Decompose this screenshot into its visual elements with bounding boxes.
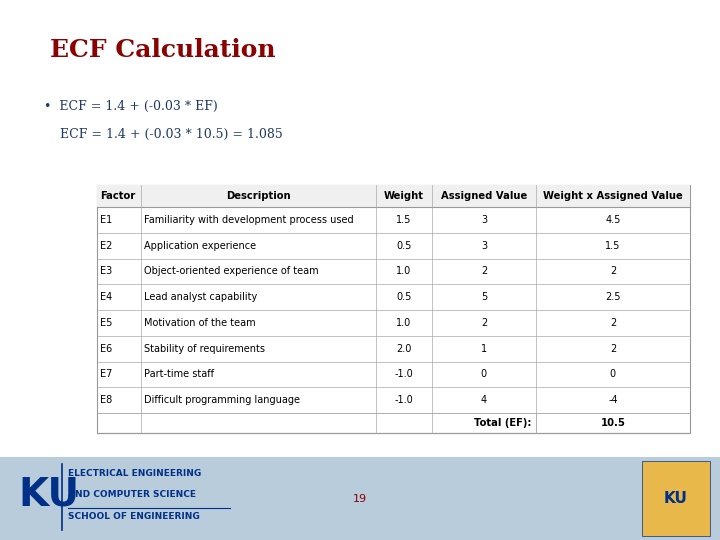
Text: Part-time staff: Part-time staff	[145, 369, 215, 380]
Text: Weight: Weight	[384, 191, 424, 201]
Text: KU: KU	[664, 491, 688, 506]
Text: Assigned Value: Assigned Value	[441, 191, 527, 201]
Text: 1: 1	[481, 343, 487, 354]
Text: 3: 3	[481, 215, 487, 225]
Bar	[642, 461, 710, 536]
Text: E5: E5	[100, 318, 112, 328]
Text: 4.5: 4.5	[606, 215, 621, 225]
Text: 2: 2	[610, 343, 616, 354]
Text: ECF = 1.4 + (-0.03 * 10.5) = 1.085: ECF = 1.4 + (-0.03 * 10.5) = 1.085	[44, 128, 283, 141]
Text: -1.0: -1.0	[395, 369, 413, 380]
Text: E1: E1	[100, 215, 112, 225]
Text: •  ECF = 1.4 + (-0.03 * EF): • ECF = 1.4 + (-0.03 * EF)	[44, 100, 217, 113]
Text: 2: 2	[610, 266, 616, 276]
Bar	[0, 457, 720, 540]
Text: 10.5: 10.5	[600, 418, 626, 428]
Text: 4: 4	[481, 395, 487, 405]
Text: ELECTRICAL ENGINEERING: ELECTRICAL ENGINEERING	[68, 469, 202, 478]
Text: E8: E8	[100, 395, 112, 405]
Text: 1.5: 1.5	[606, 241, 621, 251]
Text: Lead analyst capability: Lead analyst capability	[145, 292, 258, 302]
Text: 2.0: 2.0	[396, 343, 412, 354]
Text: Factor: Factor	[100, 191, 135, 201]
Bar	[97, 185, 690, 207]
Bar	[0, 0, 720, 457]
Text: 0.5: 0.5	[396, 241, 412, 251]
Text: AND COMPUTER SCIENCE: AND COMPUTER SCIENCE	[68, 490, 196, 499]
Text: 3: 3	[481, 241, 487, 251]
Text: Total (EF):: Total (EF):	[474, 418, 532, 428]
Text: E7: E7	[100, 369, 112, 380]
Text: 0: 0	[481, 369, 487, 380]
Text: Object-oriented experience of team: Object-oriented experience of team	[145, 266, 319, 276]
Text: 1.5: 1.5	[396, 215, 412, 225]
Text: 19: 19	[353, 494, 367, 503]
Text: Stability of requirements: Stability of requirements	[145, 343, 266, 354]
Text: Description: Description	[226, 191, 291, 201]
Text: ECF Calculation: ECF Calculation	[50, 38, 276, 62]
Text: KU: KU	[18, 475, 79, 514]
Text: -1.0: -1.0	[395, 395, 413, 405]
Bar	[97, 185, 690, 433]
Text: 2: 2	[610, 318, 616, 328]
Text: -4: -4	[608, 395, 618, 405]
Text: E2: E2	[100, 241, 112, 251]
Text: 2: 2	[481, 266, 487, 276]
Text: Difficult programming language: Difficult programming language	[145, 395, 300, 405]
Text: E4: E4	[100, 292, 112, 302]
Text: E6: E6	[100, 343, 112, 354]
Text: Application experience: Application experience	[145, 241, 256, 251]
Text: 0.5: 0.5	[396, 292, 412, 302]
Text: 2: 2	[481, 318, 487, 328]
Text: Motivation of the team: Motivation of the team	[145, 318, 256, 328]
Text: Weight x Assigned Value: Weight x Assigned Value	[543, 191, 683, 201]
Text: Familiarity with development process used: Familiarity with development process use…	[145, 215, 354, 225]
Text: 2.5: 2.5	[606, 292, 621, 302]
Text: 5: 5	[481, 292, 487, 302]
Text: SCHOOL OF ENGINEERING: SCHOOL OF ENGINEERING	[68, 512, 199, 521]
Text: 1.0: 1.0	[396, 266, 412, 276]
Text: 0: 0	[610, 369, 616, 380]
Text: 1.0: 1.0	[396, 318, 412, 328]
Text: E3: E3	[100, 266, 112, 276]
